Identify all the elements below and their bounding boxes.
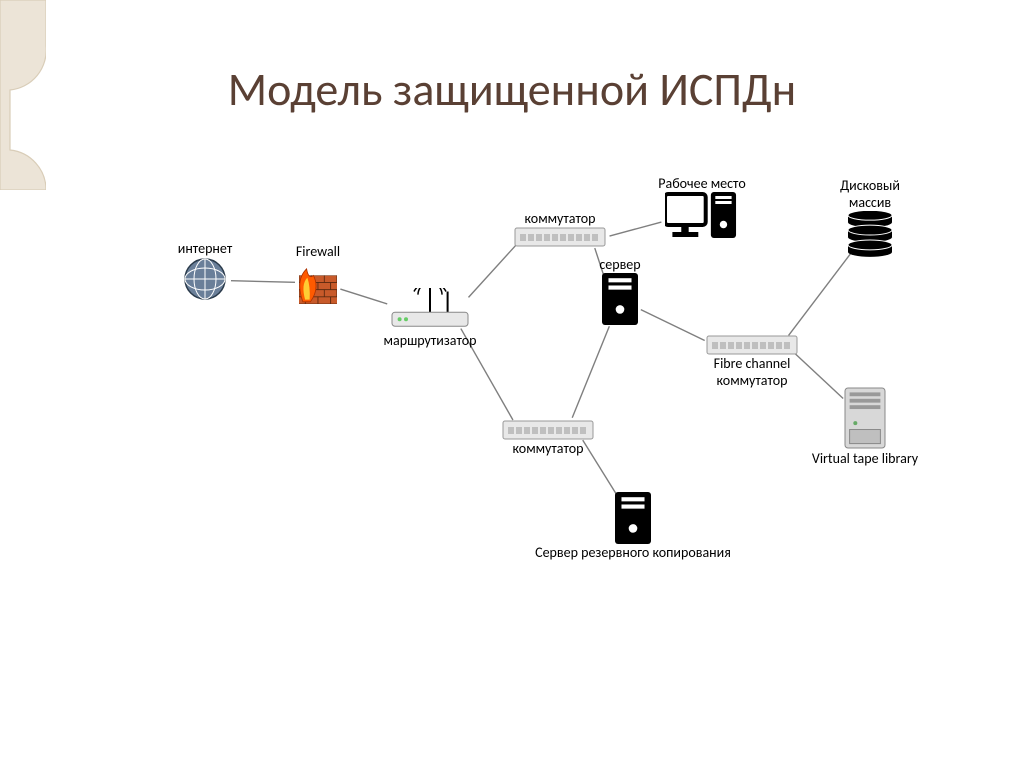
- node-internet: интернет: [173, 240, 237, 301]
- node-router: маршрутизатор: [378, 288, 482, 349]
- network-diagram: интернет Firewall маршрутизатор коммутато…: [0, 0, 1024, 767]
- slide: Модель защищенной ИСПДн интернет Firewal…: [0, 0, 1024, 767]
- node-label-router: маршрутизатор: [378, 332, 482, 349]
- node-label-switch1: коммутатор: [514, 210, 606, 227]
- node-label-firewall: Firewall: [286, 243, 350, 260]
- node-label-internet: интернет: [173, 240, 237, 257]
- node-label-workstation: Рабочее место: [650, 175, 754, 192]
- node-label-server: сервер: [596, 256, 644, 273]
- node-label-vtl: Virtual tape library: [785, 450, 945, 467]
- node-vtl: Virtual tape library: [785, 386, 945, 467]
- node-label-storage: Дисковый массив: [838, 177, 902, 211]
- node-firewall: Firewall: [286, 243, 350, 304]
- node-storage: Дисковый массив: [838, 177, 902, 259]
- node-backup: Сервер резервного копирования: [517, 492, 749, 561]
- node-switch1: коммутатор: [514, 210, 606, 247]
- node-switch2: коммутатор: [502, 420, 594, 457]
- node-label-switch2: коммутатор: [502, 440, 594, 457]
- node-fc_switch: Fibre channel коммутатор: [700, 335, 804, 389]
- node-server: сервер: [596, 256, 644, 325]
- node-workstation: Рабочее место: [650, 175, 754, 242]
- node-label-backup: Сервер резервного копирования: [517, 544, 749, 561]
- node-label-fc_switch: Fibre channel коммутатор: [700, 355, 804, 389]
